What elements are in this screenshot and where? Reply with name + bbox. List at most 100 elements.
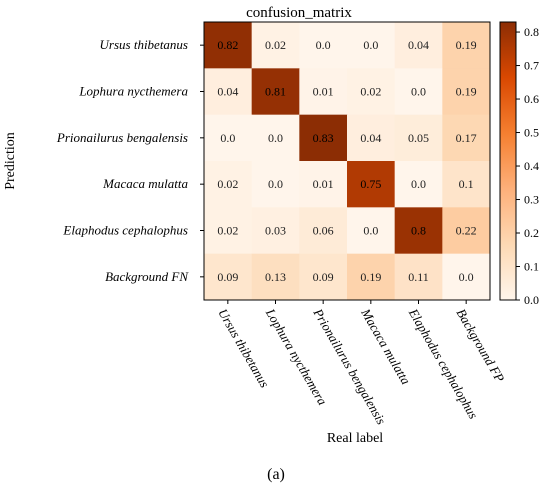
y-tick-label: Lophura nycthemera <box>78 84 188 99</box>
cell-value-label: 0.0 <box>411 85 426 99</box>
cell-value-label: 0.17 <box>456 131 477 145</box>
colorbar-tick-label: 0.0 <box>524 293 539 307</box>
y-tick-label: Elaphodus cephalophus <box>62 223 188 238</box>
colorbar-tick-label: 0.2 <box>524 226 539 240</box>
heatmap-cell <box>204 161 253 208</box>
heatmap-cell <box>442 207 491 255</box>
cell-value-label: 0.82 <box>217 38 238 52</box>
cell-value-label: 0.04 <box>408 38 429 52</box>
chart-title: confusion_matrix <box>246 5 352 21</box>
heatmap-cell <box>204 253 253 301</box>
cell-value-label: 0.1 <box>459 177 474 191</box>
heatmap-cell <box>204 207 253 255</box>
cell-value-label: 0.11 <box>408 270 429 284</box>
y-axis-title: Prediction <box>3 132 18 190</box>
cell-value-label: 0.02 <box>360 85 381 99</box>
cell-value-label: 0.01 <box>313 177 334 191</box>
heatmap-cell <box>442 253 491 301</box>
cell-value-label: 0.09 <box>217 270 238 284</box>
cell-value-label: 0.03 <box>265 224 286 238</box>
heatmap-cell <box>394 22 443 69</box>
cell-value-label: 0.06 <box>313 224 334 238</box>
colorbar-tick-label: 0.8 <box>524 25 539 39</box>
cell-value-label: 0.02 <box>217 224 238 238</box>
heatmap-cell <box>204 68 253 116</box>
cell-value-label: 0.01 <box>313 85 334 99</box>
colorbar-tick-label: 0.6 <box>524 92 539 106</box>
heatmap-cell <box>394 114 443 162</box>
cell-value-label: 0.02 <box>265 38 286 52</box>
cell-value-label: 0.02 <box>217 177 238 191</box>
heatmap-cell <box>204 22 253 69</box>
heatmap-cell <box>347 114 396 162</box>
heatmap-cell <box>204 114 253 162</box>
y-tick-label: Ursus thibetanus <box>100 37 188 52</box>
y-tick-label: Background FN <box>105 269 189 284</box>
heatmap-cell <box>394 253 443 301</box>
cell-value-label: 0.04 <box>360 131 381 145</box>
heatmap-cell <box>299 253 348 301</box>
heatmap-cell <box>394 68 443 116</box>
heatmap-cell <box>347 207 396 255</box>
cell-value-label: 0.05 <box>408 131 429 145</box>
heatmap-cell <box>299 161 348 208</box>
heatmap-cell <box>251 207 300 255</box>
cell-value-label: 0.83 <box>313 131 334 145</box>
heatmap-cells: 0.82 0.02 0.0 0.0 0.04 0.19 0.04 0.81 0.01 0.02 0.… <box>204 22 491 301</box>
heatmap-cell <box>347 253 396 301</box>
colorbar-ticks: 0.0 0.1 0.2 0.3 0.4 0.5 0.6 0.7 0.8 <box>516 25 539 307</box>
x-tick-label: Background FP <box>454 306 508 385</box>
heatmap-cell <box>251 68 300 116</box>
colorbar: 0.0 0.1 0.2 0.3 0.4 0.5 0.6 0.7 0.8 <box>499 21 539 307</box>
y-tick-label: Prionailurus bengalensis <box>56 130 188 145</box>
cell-value-label: 0.0 <box>316 38 331 52</box>
heatmap-cell <box>442 22 491 69</box>
heatmap-cell <box>347 161 396 208</box>
cell-value-label: 0.22 <box>456 224 477 238</box>
colorbar-tick-label: 0.4 <box>524 159 539 173</box>
colorbar-gradient <box>499 21 517 301</box>
heatmap-cell <box>394 161 443 208</box>
heatmap-cell <box>251 114 300 162</box>
heatmap-cell <box>299 22 348 69</box>
cell-value-label: 0.09 <box>313 270 334 284</box>
cell-value-label: 0.81 <box>265 85 286 99</box>
heatmap-cell <box>442 68 491 116</box>
figure-caption: (a) <box>267 466 285 483</box>
heatmap-cell <box>442 161 491 208</box>
plot-frame <box>203 21 491 301</box>
heatmap-cell <box>299 68 348 116</box>
cell-value-label: 0.0 <box>268 177 283 191</box>
cell-value-label: 0.0 <box>459 270 474 284</box>
cell-value-label: 0.8 <box>411 224 426 238</box>
x-tick-label: Macaca mulatta <box>358 305 414 387</box>
heatmap-cell <box>299 114 348 162</box>
cell-value-label: 0.19 <box>456 85 477 99</box>
cell-value-label: 0.13 <box>265 270 286 284</box>
x-tick-label: Ursus thibetanus <box>215 306 272 390</box>
y-tick-labels: Ursus thibetanus Lophura nycthemera Priona… <box>56 37 204 284</box>
cell-value-label: 0.0 <box>220 131 235 145</box>
cell-value-label: 0.04 <box>217 85 238 99</box>
cell-value-label: 0.19 <box>456 38 477 52</box>
colorbar-tick-label: 0.3 <box>524 193 539 207</box>
heatmap-cell <box>251 161 300 208</box>
heatmap-cell <box>251 253 300 301</box>
cell-value-label: 0.75 <box>360 177 381 191</box>
cell-value-label: 0.0 <box>363 224 378 238</box>
heatmap-cell <box>347 68 396 116</box>
cell-value-label: 0.0 <box>363 38 378 52</box>
heatmap-cell <box>299 207 348 255</box>
cell-value-label: 0.0 <box>268 131 283 145</box>
cell-value-label: 0.0 <box>411 177 426 191</box>
colorbar-tick-label: 0.1 <box>524 260 539 274</box>
heatmap-cell <box>347 22 396 69</box>
y-tick-label: Macaca mulatta <box>102 176 188 191</box>
heatmap-cell <box>394 207 443 255</box>
cell-value-label: 0.19 <box>360 270 381 284</box>
colorbar-tick-label: 0.7 <box>524 59 539 73</box>
x-axis-title: Real label <box>327 431 383 446</box>
heatmap-cell <box>251 22 300 69</box>
